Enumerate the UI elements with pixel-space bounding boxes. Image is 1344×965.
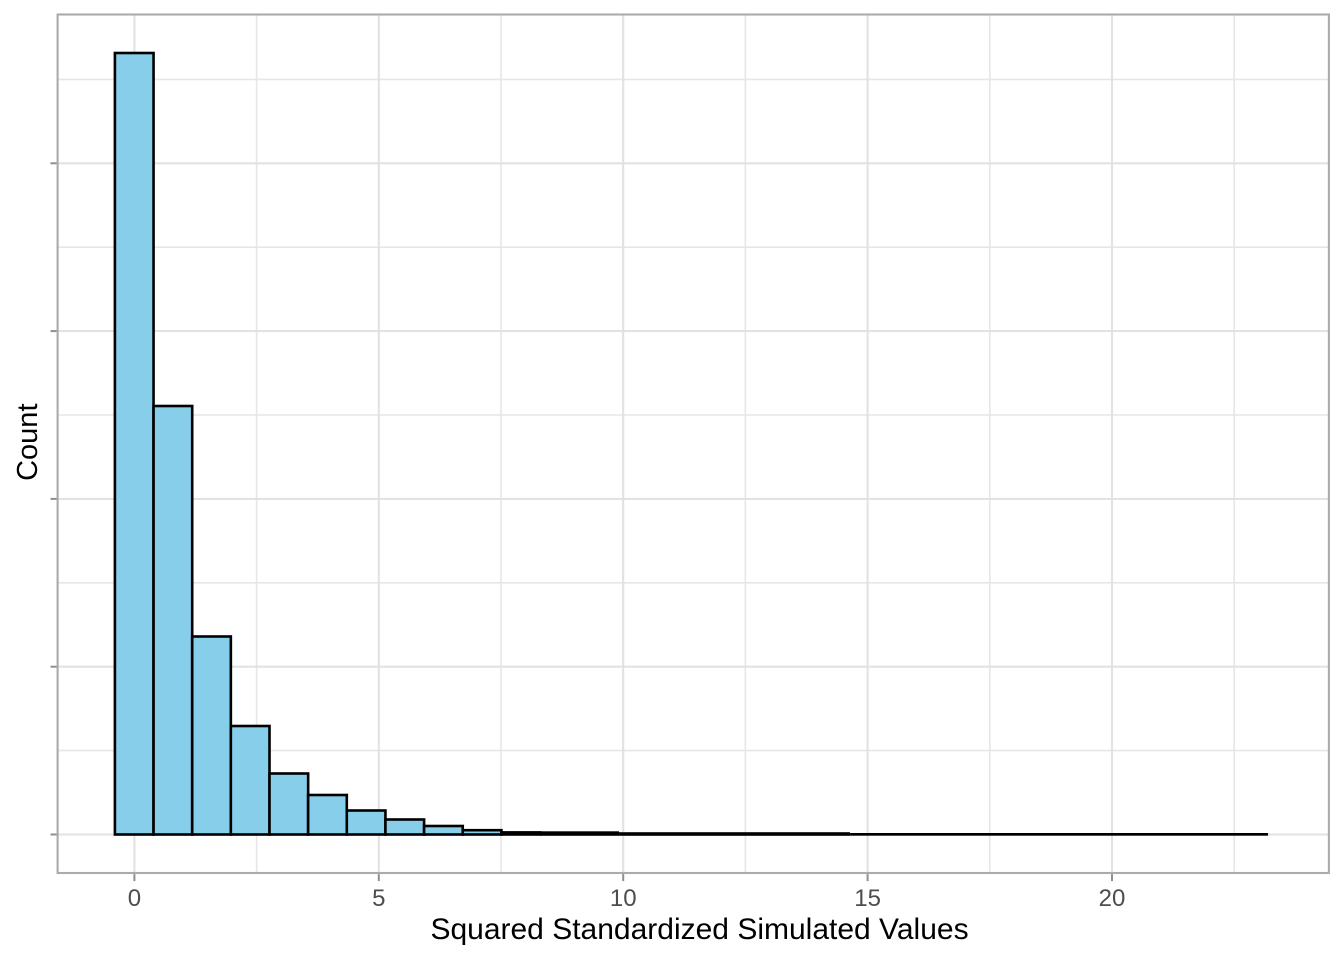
svg-text:Squared Standardized Simulated: Squared Standardized Simulated Values [430,913,968,946]
svg-text:20: 20 [1099,885,1126,912]
svg-text:10: 10 [610,885,637,912]
svg-text:15: 15 [854,885,881,912]
svg-text:0: 0 [128,885,141,912]
svg-text:5: 5 [372,885,385,912]
svg-text:Count: Count [12,404,44,481]
